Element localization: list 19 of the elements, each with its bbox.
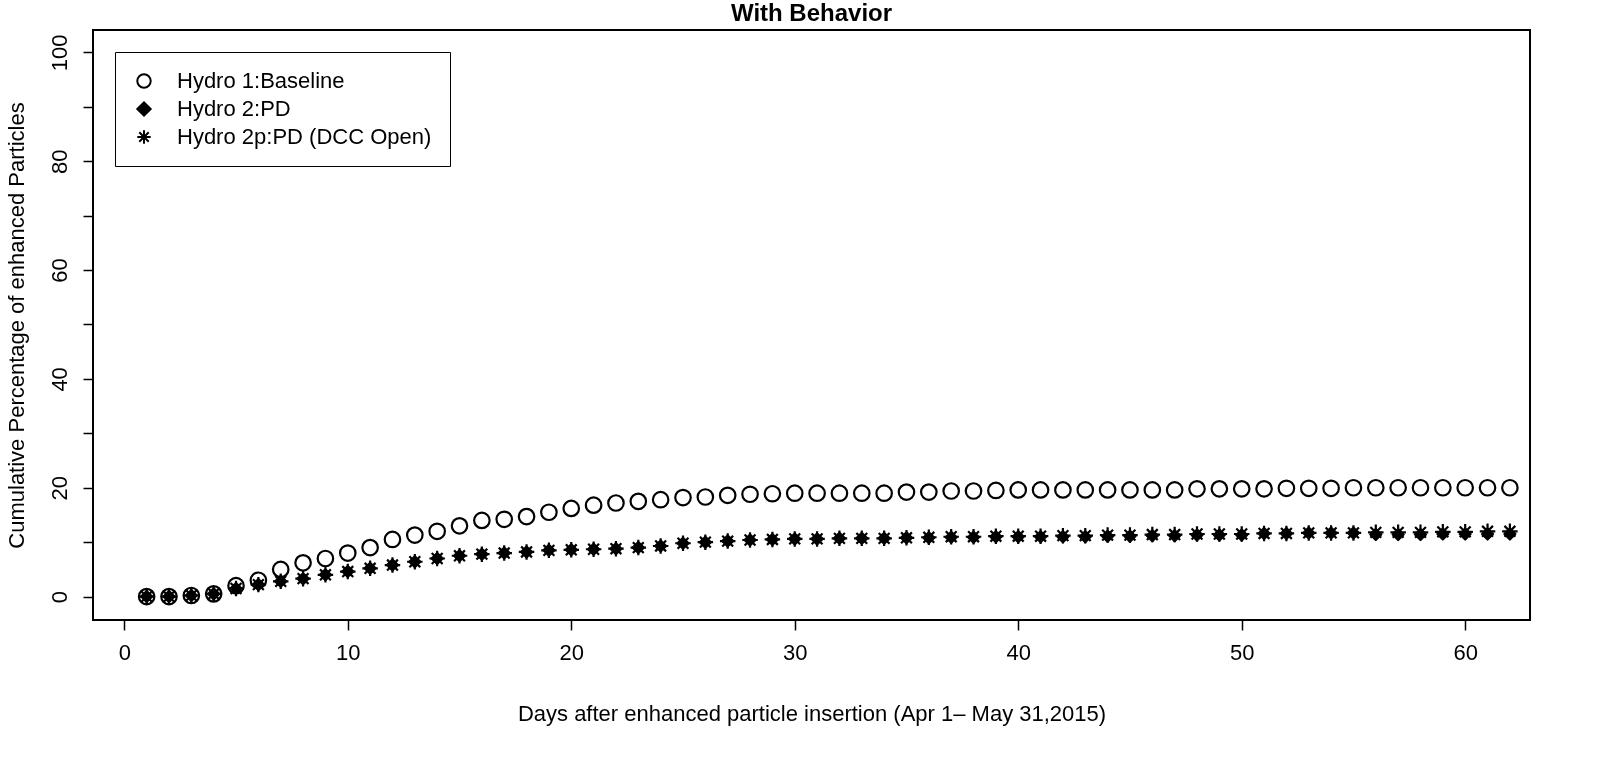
legend-label: Hydro 1:Baseline: [177, 68, 345, 93]
y-tick-label: 60: [46, 258, 72, 283]
y-tick-label: 80: [46, 149, 72, 174]
x-axis-title: Days after enhanced particle insertion (Apr 1– May 31,2015): [517, 700, 1107, 726]
y-tick-label: 20: [46, 476, 72, 501]
x-tick-label: 30: [783, 639, 808, 665]
legend-label: Hydro 2:PD: [177, 96, 291, 121]
y-tick-label: 40: [46, 367, 72, 392]
x-tick-label: 60: [1453, 639, 1478, 665]
x-tick-label: 50: [1229, 639, 1255, 665]
x-tick-label: 10: [336, 639, 361, 665]
x-tick-label: 0: [118, 639, 131, 665]
y-axis-title: Cumulative Percentage of enhanced Particles: [3, 102, 29, 549]
chart-title: With Behavior: [730, 0, 893, 26]
y-tick-label: 100: [46, 34, 72, 72]
x-tick-label: 20: [559, 639, 584, 665]
legend-label: Hydro 2p:PD (DCC Open): [177, 124, 432, 149]
x-tick-label: 40: [1006, 639, 1031, 665]
y-tick-label: 0: [46, 590, 72, 604]
